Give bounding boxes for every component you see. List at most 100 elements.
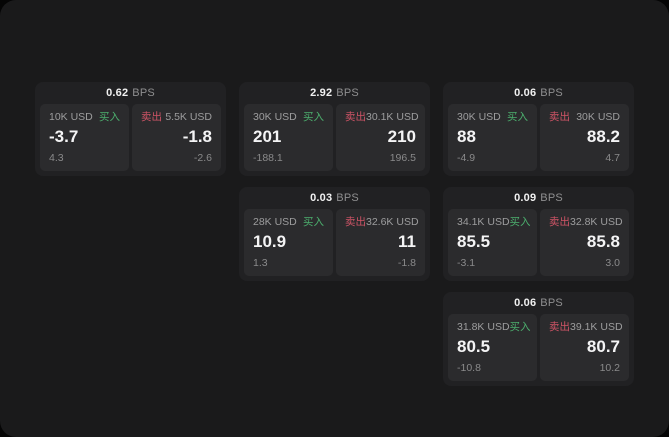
buy-notional: 30K USD bbox=[457, 111, 501, 123]
quote-panels: 31.8K USD 买入 80.5 -10.8 卖出 39.1K USD 80.… bbox=[443, 314, 634, 386]
bps-value: 0.09 bbox=[514, 192, 537, 204]
sell-delta: -1.8 bbox=[397, 257, 416, 269]
buy-notional: 10K USD bbox=[49, 111, 93, 123]
buy-panel-header: 30K USD 买入 bbox=[457, 111, 528, 124]
buy-notional: 31.8K USD bbox=[457, 321, 510, 333]
quote-card: 0.06 BPS 30K USD 买入 88 -4.9 卖出 30K USD 8… bbox=[443, 82, 634, 176]
quote-cards-grid: 0.62 BPS 10K USD 买入 -3.7 4.3 卖出 5.5K USD… bbox=[35, 82, 634, 386]
bps-value: 0.06 bbox=[514, 87, 537, 99]
sell-panel-header: 卖出 32.8K USD bbox=[549, 216, 623, 229]
sell-panel-header: 卖出 39.1K USD bbox=[549, 321, 623, 334]
sell-price: 11 bbox=[398, 232, 416, 251]
buy-price: -3.7 bbox=[49, 127, 79, 146]
bps-value: 0.62 bbox=[106, 87, 129, 99]
sell-notional: 32.8K USD bbox=[570, 216, 623, 228]
sell-price: 88.2 bbox=[586, 127, 620, 146]
quote-card: 0.62 BPS 10K USD 买入 -3.7 4.3 卖出 5.5K USD… bbox=[35, 82, 226, 176]
card-header: 0.03 BPS bbox=[239, 187, 430, 209]
buy-price: 80.5 bbox=[457, 337, 491, 356]
bps-unit-label: BPS bbox=[132, 87, 155, 99]
sell-price: 210 bbox=[387, 127, 416, 146]
quote-panels: 10K USD 买入 -3.7 4.3 卖出 5.5K USD -1.8 -2.… bbox=[35, 104, 226, 176]
buy-panel-header: 31.8K USD 买入 bbox=[457, 321, 531, 334]
buy-delta: -10.8 bbox=[457, 362, 481, 374]
bps-value: 0.03 bbox=[310, 192, 333, 204]
bps-unit-label: BPS bbox=[336, 192, 359, 204]
quote-panels: 34.1K USD 买入 85.5 -3.1 卖出 32.8K USD 85.8… bbox=[443, 209, 634, 281]
buy-quote-panel[interactable]: 34.1K USD 买入 85.5 -3.1 bbox=[448, 209, 537, 276]
quote-card: 0.03 BPS 28K USD 买入 10.9 1.3 卖出 32.6K US… bbox=[239, 187, 430, 281]
sell-quote-panel[interactable]: 卖出 32.8K USD 85.8 3.0 bbox=[540, 209, 629, 276]
sell-quote-panel[interactable]: 卖出 5.5K USD -1.8 -2.6 bbox=[132, 104, 221, 171]
buy-panel-header: 10K USD 买入 bbox=[49, 111, 120, 124]
bps-unit-label: BPS bbox=[540, 192, 563, 204]
buy-delta: -3.1 bbox=[457, 257, 476, 269]
quote-card: 0.06 BPS 31.8K USD 买入 80.5 -10.8 卖出 39.1… bbox=[443, 292, 634, 386]
quote-panels: 30K USD 买入 201 -188.1 卖出 30.1K USD 210 1… bbox=[239, 104, 430, 176]
buy-price: 201 bbox=[253, 127, 282, 146]
sell-side-label: 卖出 bbox=[549, 321, 570, 333]
sell-delta: 10.2 bbox=[599, 362, 620, 374]
buy-price: 88 bbox=[457, 127, 476, 146]
buy-panel-header: 30K USD 买入 bbox=[253, 111, 324, 124]
sell-quote-panel[interactable]: 卖出 39.1K USD 80.7 10.2 bbox=[540, 314, 629, 381]
sell-side-label: 卖出 bbox=[141, 111, 162, 123]
sell-side-label: 卖出 bbox=[345, 111, 366, 123]
buy-quote-panel[interactable]: 31.8K USD 买入 80.5 -10.8 bbox=[448, 314, 537, 381]
sell-price: 85.8 bbox=[586, 232, 620, 251]
sell-notional: 39.1K USD bbox=[570, 321, 623, 333]
buy-quote-panel[interactable]: 30K USD 买入 201 -188.1 bbox=[244, 104, 333, 171]
buy-side-label: 买入 bbox=[99, 111, 120, 123]
buy-delta: -4.9 bbox=[457, 152, 476, 164]
quote-card: 2.92 BPS 30K USD 买入 201 -188.1 卖出 30.1K … bbox=[239, 82, 430, 176]
card-header: 0.06 BPS bbox=[443, 82, 634, 104]
card-header: 0.62 BPS bbox=[35, 82, 226, 104]
sell-delta: 196.5 bbox=[389, 152, 416, 164]
buy-quote-panel[interactable]: 28K USD 买入 10.9 1.3 bbox=[244, 209, 333, 276]
buy-price: 85.5 bbox=[457, 232, 491, 251]
bps-value: 2.92 bbox=[310, 87, 333, 99]
sell-quote-panel[interactable]: 卖出 30.1K USD 210 196.5 bbox=[336, 104, 425, 171]
sell-side-label: 卖出 bbox=[549, 216, 570, 228]
buy-delta: 4.3 bbox=[49, 152, 64, 164]
buy-panel-header: 34.1K USD 买入 bbox=[457, 216, 531, 229]
buy-notional: 34.1K USD bbox=[457, 216, 510, 228]
sell-side-label: 卖出 bbox=[549, 111, 570, 123]
quote-panels: 30K USD 买入 88 -4.9 卖出 30K USD 88.2 4.7 bbox=[443, 104, 634, 176]
buy-notional: 28K USD bbox=[253, 216, 297, 228]
card-header: 2.92 BPS bbox=[239, 82, 430, 104]
card-header: 0.09 BPS bbox=[443, 187, 634, 209]
buy-side-label: 买入 bbox=[509, 321, 531, 333]
buy-quote-panel[interactable]: 30K USD 买入 88 -4.9 bbox=[448, 104, 537, 171]
buy-delta: 1.3 bbox=[253, 257, 268, 269]
sell-notional: 5.5K USD bbox=[165, 111, 212, 123]
sell-notional: 30.1K USD bbox=[366, 111, 419, 123]
sell-panel-header: 卖出 30K USD bbox=[549, 111, 620, 124]
buy-side-label: 买入 bbox=[303, 216, 324, 228]
sell-panel-header: 卖出 30.1K USD bbox=[345, 111, 419, 124]
buy-price: 10.9 bbox=[253, 232, 287, 251]
buy-quote-panel[interactable]: 10K USD 买入 -3.7 4.3 bbox=[40, 104, 129, 171]
quote-card: 0.09 BPS 34.1K USD 买入 85.5 -3.1 卖出 32.8K… bbox=[443, 187, 634, 281]
sell-notional: 32.6K USD bbox=[366, 216, 419, 228]
buy-delta: -188.1 bbox=[253, 152, 283, 164]
bps-unit-label: BPS bbox=[336, 87, 359, 99]
card-header: 0.06 BPS bbox=[443, 292, 634, 314]
sell-price: 80.7 bbox=[586, 337, 620, 356]
sell-notional: 30K USD bbox=[576, 111, 620, 123]
sell-quote-panel[interactable]: 卖出 32.6K USD 11 -1.8 bbox=[336, 209, 425, 276]
sell-delta: -2.6 bbox=[193, 152, 212, 164]
sell-delta: 4.7 bbox=[605, 152, 620, 164]
sell-delta: 3.0 bbox=[605, 257, 620, 269]
buy-panel-header: 28K USD 买入 bbox=[253, 216, 324, 229]
quote-panels: 28K USD 买入 10.9 1.3 卖出 32.6K USD 11 -1.8 bbox=[239, 209, 430, 281]
sell-panel-header: 卖出 5.5K USD bbox=[141, 111, 212, 124]
buy-side-label: 买入 bbox=[507, 111, 528, 123]
sell-panel-header: 卖出 32.6K USD bbox=[345, 216, 419, 229]
sell-side-label: 卖出 bbox=[345, 216, 366, 228]
bps-unit-label: BPS bbox=[540, 87, 563, 99]
buy-notional: 30K USD bbox=[253, 111, 297, 123]
sell-quote-panel[interactable]: 卖出 30K USD 88.2 4.7 bbox=[540, 104, 629, 171]
sell-price: -1.8 bbox=[182, 127, 212, 146]
